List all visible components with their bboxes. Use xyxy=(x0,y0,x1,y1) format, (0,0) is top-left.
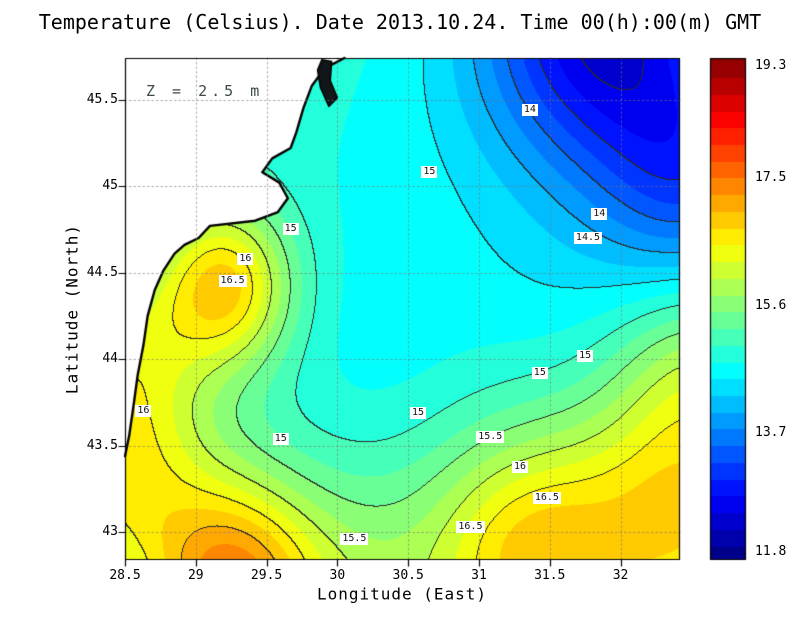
contour-label: 14.5 xyxy=(573,232,603,245)
x-tick-label: 30.5 xyxy=(392,568,424,583)
x-tick-label: 28.5 xyxy=(109,568,141,583)
x-axis-label: Longitude (East) xyxy=(316,584,488,604)
colorbar-tick-label: 11.8 xyxy=(755,544,787,559)
contour-label: 16 xyxy=(135,405,152,418)
x-tick-label: 29.5 xyxy=(250,568,283,583)
y-tick-label: 44 xyxy=(102,351,118,367)
contour-label: 15.5 xyxy=(340,533,369,546)
contour-label: 15 xyxy=(421,166,438,179)
contour-label: 15 xyxy=(282,223,299,236)
y-tick-label: 45 xyxy=(102,178,118,194)
contour-label: 14 xyxy=(591,207,608,220)
colorbar-tick-label: 17.5 xyxy=(755,170,787,186)
contour-label: 15.5 xyxy=(476,431,505,444)
colorbar-tick-label: 13.7 xyxy=(755,424,787,440)
contour-label: 14 xyxy=(521,103,538,116)
y-tick-label: 43 xyxy=(102,524,118,540)
depth-annotation: Z = 2.5 m xyxy=(146,82,264,100)
y-tick-label: 45.5 xyxy=(86,91,118,107)
x-tick-label: 32 xyxy=(612,568,629,583)
contour-label: 16.5 xyxy=(218,275,247,288)
contour-label: 16.5 xyxy=(456,521,485,534)
contour-label: 15 xyxy=(410,406,427,419)
contour-label: 15 xyxy=(272,432,289,445)
y-tick-label: 43.5 xyxy=(86,437,118,453)
contour-label: 15 xyxy=(577,349,594,362)
y-axis-label: Latitude (North) xyxy=(62,223,82,395)
y-tick-label: 44.5 xyxy=(86,264,118,280)
contour-label: 16.5 xyxy=(532,491,561,504)
chart-title: Temperature (Celsius). Date 2013.10.24. … xyxy=(38,10,762,34)
colorbar-tick-label: 19.3 xyxy=(755,58,787,73)
contour-label: 16 xyxy=(237,252,254,265)
x-tick-label: 31.5 xyxy=(534,568,566,583)
x-tick-label: 31 xyxy=(471,568,487,583)
contour-label: 16 xyxy=(511,460,529,473)
colorbar-tick-label: 15.6 xyxy=(755,297,787,313)
contour-label: 15 xyxy=(531,367,548,380)
x-tick-label: 30 xyxy=(329,568,346,583)
x-tick-label: 29 xyxy=(187,568,204,583)
